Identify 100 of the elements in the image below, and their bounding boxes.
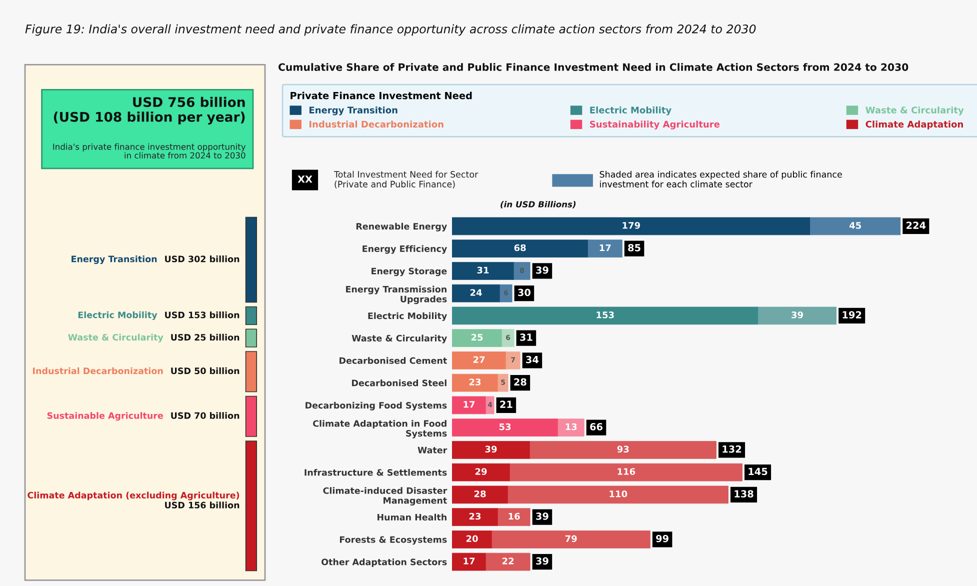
data-label: 24: [470, 289, 482, 296]
chart-subtitle: (in USD Billions): [500, 200, 576, 208]
category-label: Energy Transition: [72, 255, 157, 264]
data-label: 68: [514, 244, 526, 252]
data-label: 179: [622, 222, 640, 229]
total-label: 28: [514, 378, 526, 386]
category-label: Industrial Decarbonization: [33, 367, 163, 374]
total-label: 30: [518, 288, 530, 296]
legend-label: Industrial Decarbonization: [310, 120, 444, 128]
total-label: 34: [526, 356, 539, 364]
total-label: 145: [748, 468, 768, 476]
data-label: 17: [600, 244, 611, 252]
bar: [452, 396, 486, 414]
total-label: 21: [500, 400, 512, 408]
total-label: 39: [536, 266, 548, 274]
legend-title: Private Finance Investment Need: [290, 92, 472, 100]
data-label: 110: [610, 490, 628, 498]
bar: [486, 396, 494, 414]
text: USD 156 billion: [165, 502, 240, 508]
bar: [510, 463, 742, 482]
data-label: 17: [464, 401, 475, 408]
y-tick-label: Infrastructure & Settlements: [304, 468, 447, 476]
bar: [492, 530, 650, 548]
y-tick-label: Waste & Circularity: [352, 334, 447, 344]
bar: [452, 552, 486, 571]
data-label: 28: [474, 490, 486, 498]
y-tick-label: Energy Efficiency: [362, 245, 447, 254]
bar: [530, 441, 716, 459]
y-tick-label: Forests & Ecosystems: [340, 536, 447, 545]
bar: [452, 217, 811, 236]
category-label: Sustainable Agriculture: [47, 412, 163, 421]
text: Total Investment Need for Sector (Private and Public Finance): [334, 170, 478, 188]
y-tick-label: Climate Adaptation in Food Systems: [313, 420, 447, 438]
total-label: 39: [536, 512, 548, 520]
data-label: 16: [508, 512, 520, 520]
bar: [498, 374, 508, 392]
bar: [508, 486, 728, 504]
total-label: 85: [628, 244, 640, 252]
bar: [498, 508, 530, 526]
data-label: 31: [477, 266, 489, 274]
bar: [558, 418, 584, 436]
data-label: 93: [617, 446, 629, 453]
bar: [452, 486, 508, 504]
legend-label: Electric Mobility: [590, 106, 672, 116]
total-label: 39: [536, 557, 548, 565]
bar: [452, 374, 498, 392]
bar: [500, 284, 512, 302]
legend-label: Sustainability Agriculture: [590, 120, 720, 130]
y-tick-label: Energy Transmission Upgrades: [346, 286, 447, 304]
bar: [452, 441, 530, 459]
y-tick-label: Other Adaptation Sectors: [322, 558, 447, 567]
data-label: 45: [849, 222, 861, 229]
text: USD 153 billion: [165, 311, 240, 318]
category-label: Waste & Circularity: [68, 334, 164, 342]
legend-label: Energy Transition: [310, 106, 398, 116]
text: XX: [298, 176, 312, 183]
data-label: 79: [565, 535, 577, 542]
bar: [588, 240, 622, 258]
legend-label: Climate Adaptation: [866, 120, 963, 130]
total-label: 31: [520, 334, 532, 341]
bar: [514, 262, 530, 280]
text: USD 70 billion: [171, 412, 240, 419]
total-label: 192: [842, 311, 862, 319]
data-label: 17: [464, 558, 475, 564]
bar: [452, 329, 502, 347]
bar: [506, 352, 520, 370]
bar: [452, 352, 506, 370]
total-label: 132: [722, 445, 742, 453]
chart-title: Cumulative Share of Private and Public Finance Investment Need in Climate Action Sectors from 2024 to 2030: [278, 63, 908, 71]
y-tick-label: Decarbonised Steel: [352, 379, 446, 386]
total-label: 99: [656, 534, 668, 542]
data-label: 39: [792, 311, 803, 318]
bar: [452, 418, 558, 436]
text: India's private finance investment opportunity in climate from 2024 to 2030: [53, 143, 246, 159]
data-label: 116: [618, 468, 636, 475]
bar: [486, 552, 530, 571]
bar: [452, 463, 510, 482]
bar: [452, 306, 758, 325]
category-label: Climate Adaptation (excluding Agriculture): [28, 492, 240, 500]
text: USD 50 billion: [171, 367, 240, 374]
bar: [452, 530, 492, 548]
text: USD 756 billion (USD 108 billion per year): [54, 96, 245, 125]
data-label: 22: [502, 558, 514, 564]
bar: [452, 240, 588, 258]
data-label: 13: [566, 423, 577, 430]
bar: [758, 306, 837, 325]
total-label: 66: [590, 423, 602, 430]
legend-label: Shaded area indicates expected share of public finance investment for each climate sector: [600, 170, 842, 188]
y-tick-label: Decarbonised Cement: [340, 357, 447, 364]
bar: [452, 508, 498, 526]
bar: [452, 262, 514, 280]
total-label: 138: [734, 490, 754, 498]
text: USD 25 billion: [171, 334, 240, 341]
category-label: Electric Mobility: [78, 311, 158, 320]
data-label: 53: [499, 423, 511, 430]
data-label: 23: [469, 512, 481, 520]
caption: Figure 19: India's overall investment need and private finance opportunity across climate action sectors from 2024 to 2030: [25, 24, 756, 36]
y-tick-label: Decarbonizing Food Systems: [306, 402, 447, 410]
bar: [452, 284, 500, 302]
y-tick-label: Climate-induced Disaster Management: [323, 487, 448, 506]
